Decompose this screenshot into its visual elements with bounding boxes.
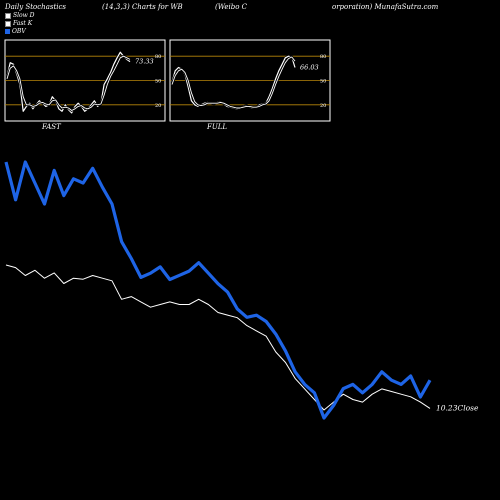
legend-label: OBV [12, 28, 26, 35]
company-name-part1: (Weibo C [215, 3, 248, 11]
fast-last-value: 73.33 [135, 58, 154, 66]
close-price-line [5, 264, 431, 411]
legend-label: Fast K [13, 20, 33, 27]
legend-swatch-white [5, 12, 11, 19]
legend-label: Slow D [13, 12, 35, 19]
legend-slow-d: Slow D [5, 12, 35, 19]
full-tick-label: 50 [320, 79, 326, 85]
close-price-label: 10.23Close [436, 403, 479, 412]
fast-tick-label: 20 [155, 103, 161, 109]
legend-swatch-blue [5, 29, 10, 34]
full-last-value: 66.03 [300, 64, 319, 72]
full-series-slow-d [171, 56, 296, 109]
full-tick-label: 80 [320, 54, 326, 60]
legend-obv: OBV [5, 28, 26, 35]
fast-tick-label: 80 [155, 54, 161, 60]
full-tick-label: 20 [320, 103, 326, 109]
legend-fast-k: Fast K [5, 20, 32, 27]
obv-line [4, 160, 432, 420]
chart-params: (14,3,3) Charts for WB [102, 3, 183, 11]
fast-panel-label: FAST [42, 123, 61, 131]
legend-swatch-white [5, 20, 11, 27]
fast-tick-label: 50 [155, 79, 161, 85]
fast-series-slow-d [6, 55, 131, 111]
full-panel-label: FULL [207, 123, 228, 131]
company-name-part2: orporation) MunafaSutra.com [332, 3, 439, 11]
chart-title: Daily Stochastics [5, 3, 67, 11]
